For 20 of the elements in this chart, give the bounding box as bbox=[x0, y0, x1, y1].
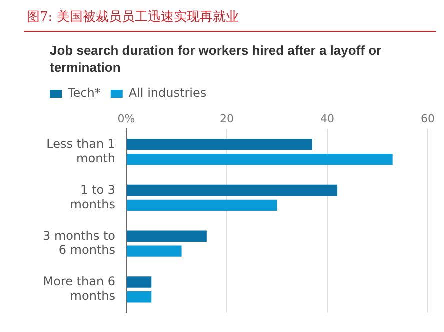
y-tick-label: More than 6 months bbox=[43, 274, 116, 303]
bar bbox=[127, 276, 152, 288]
legend-label: Tech* bbox=[67, 86, 101, 100]
x-tick-label: 20 bbox=[220, 112, 234, 126]
x-tick-label: 0% bbox=[118, 112, 136, 126]
bar bbox=[127, 139, 312, 150]
chart-title: 图7: 美国被裁员员工迅速实现再就业 bbox=[27, 9, 239, 26]
y-tick-label: 3 months to 6 months bbox=[42, 228, 116, 258]
bar bbox=[127, 246, 182, 257]
bar bbox=[127, 184, 338, 196]
bar bbox=[127, 200, 278, 212]
bar bbox=[127, 230, 207, 242]
chart-subtitle: Job search duration for workers hired after a layoff or termination bbox=[50, 42, 383, 76]
x-tick-label: 40 bbox=[320, 112, 335, 126]
y-tick-label: 1 to 3 months bbox=[70, 182, 116, 212]
legend-label: All industries bbox=[128, 86, 207, 100]
y-tick-label: Less than 1 month bbox=[46, 137, 116, 166]
bar bbox=[127, 154, 393, 166]
bar bbox=[127, 292, 152, 303]
x-tick-label: 60 bbox=[421, 112, 435, 126]
